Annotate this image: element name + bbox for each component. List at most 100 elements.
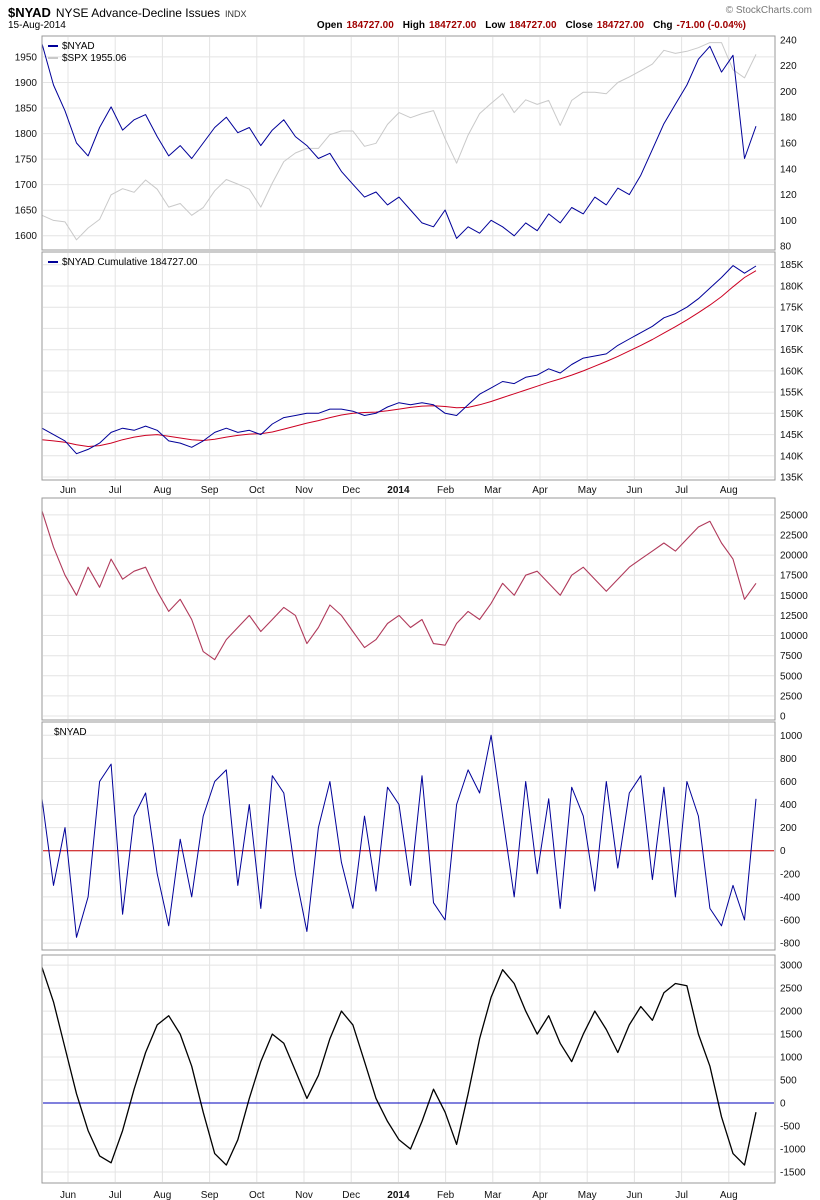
left-tick-label: 1850 [15, 104, 38, 115]
month-label: Jul [675, 485, 688, 496]
month-label: Feb [437, 1190, 455, 1200]
y-axis-labels: 2500022500200001750015000125001000075005… [780, 510, 808, 722]
left-tick-label: 1650 [15, 206, 38, 217]
left-tick-label: 1600 [15, 231, 38, 242]
right-tick-label: -1500 [780, 1168, 806, 1179]
month-label: 2014 [387, 485, 410, 496]
right-tick-label: 180 [780, 113, 797, 124]
right-tick-label: -500 [780, 1122, 800, 1133]
month-label: Apr [532, 1190, 548, 1200]
month-label: Mar [484, 1190, 502, 1200]
right-tick-label: -1000 [780, 1145, 806, 1156]
panel-momentum: 3000 2500 2000 1500 1000 500 0 -500 -1000 -1500 [41, 954, 806, 1184]
right-tick-label: 2500 [780, 984, 803, 995]
y-axis-labels: 1000 800 600 400 200 0 -200 -400 -600 -800 [780, 731, 803, 950]
panel-breadth: 2500022500200001750015000125001000075005… [41, 497, 808, 723]
x-axis-month-labels: Jun Jul Aug Sep Oct Nov Dec 2014 Feb Mar Apr May Jun… [60, 1190, 738, 1200]
right-tick-label: 1000 [780, 731, 803, 742]
right-tick-label: 2000 [780, 1007, 803, 1018]
legend-label: $NYAD [62, 41, 95, 52]
panel-border [41, 721, 776, 951]
right-tick-label: 150K [780, 409, 804, 420]
month-label: May [578, 1190, 597, 1200]
right-tick-label: -800 [780, 939, 800, 950]
right-tick-label: 15000 [780, 591, 808, 602]
month-label: Oct [249, 1190, 265, 1200]
right-tick-label: 180K [780, 282, 804, 293]
y-axis-labels: 240 220 200 180 160 140 120 100 80 1950 1900 1850 18… [15, 35, 797, 252]
month-label: Nov [295, 1190, 313, 1200]
month-label: Jul [109, 485, 122, 496]
month-label: 2014 [387, 1190, 410, 1200]
month-label: Feb [437, 485, 455, 496]
chart-header: $NYAD NYSE Advance-Decline Issues INDX © S… [8, 4, 812, 20]
quote-value: 184727.00 [428, 20, 477, 31]
right-tick-label: 1000 [780, 1053, 803, 1064]
month-label: Aug [720, 1190, 738, 1200]
symbol: $NYAD [8, 5, 51, 20]
quote-line: Open 184727.00 High 184727.00 Low 184727.00 Cl… [308, 20, 746, 31]
symbol-name: NYSE Advance-Decline Issues [55, 6, 220, 20]
right-tick-label: 3000 [780, 961, 803, 972]
right-tick-label: 145K [780, 430, 804, 441]
right-tick-label: 140K [780, 451, 804, 462]
left-tick-label: 1700 [15, 180, 38, 191]
right-tick-label: 160K [780, 366, 804, 377]
month-label: Apr [532, 485, 548, 496]
right-tick-label: 135K [780, 473, 804, 484]
right-tick-label: 1500 [780, 1030, 803, 1041]
right-tick-label: 170K [780, 324, 804, 335]
month-label: Jun [60, 1190, 76, 1200]
right-tick-label: 17500 [780, 571, 808, 582]
right-tick-label: 240 [780, 35, 797, 46]
panel-nyad-daily: 1000 800 600 400 200 0 -200 -400 -600 -800 $NYAD [41, 721, 803, 951]
right-tick-label: 25000 [780, 510, 808, 521]
month-label: Jun [626, 485, 642, 496]
right-tick-label: 5000 [780, 671, 803, 682]
month-label: Sep [201, 485, 219, 496]
x-axis-month-labels: Jun Jul Aug Sep Oct Nov Dec 2014 Feb Mar Apr May Jun… [60, 485, 738, 496]
left-tick-label: 1900 [15, 78, 38, 89]
left-tick-label: 1750 [15, 155, 38, 166]
exchange: INDX [224, 9, 247, 19]
right-tick-label: -400 [780, 892, 800, 903]
right-tick-label: 155K [780, 388, 804, 399]
month-label: Dec [342, 485, 360, 496]
month-label: Nov [295, 485, 313, 496]
right-tick-label: 20000 [780, 551, 808, 562]
right-tick-label: 500 [780, 1076, 797, 1087]
right-tick-label: 0 [780, 846, 786, 857]
right-tick-label: 160 [780, 139, 797, 150]
right-tick-label: 22500 [780, 531, 808, 542]
series-cumulative [41, 265, 757, 455]
right-tick-label: 140 [780, 164, 797, 175]
month-label: Jul [675, 1190, 688, 1200]
panel-border [41, 497, 776, 721]
panel-border [41, 251, 776, 481]
panel-nyad-spx-overlay: 240 220 200 180 160 140 120 100 80 1950 1900 1850 18… [15, 35, 797, 252]
quote-value: 184727.00 [509, 20, 557, 31]
month-label: Sep [201, 1190, 219, 1200]
right-tick-label: 165K [780, 345, 804, 356]
right-tick-label: 800 [780, 754, 797, 765]
month-label: Jul [109, 1190, 122, 1200]
right-tick-label: 200 [780, 87, 797, 98]
month-label: Aug [154, 1190, 172, 1200]
month-label: Aug [154, 485, 172, 496]
right-tick-label: 7500 [780, 651, 803, 662]
month-label: Jun [60, 485, 76, 496]
series--spx [41, 42, 757, 241]
right-tick-label: 2500 [780, 691, 803, 702]
month-label: Dec [342, 1190, 360, 1200]
panel-nyad-cumulative: 185K 180K 175K 170K 165K 160K 155K 150K 145K 140K… [41, 251, 804, 484]
month-label: May [578, 485, 597, 496]
right-tick-label: 200 [780, 823, 797, 834]
quote-value: -71.00 (-0.04%) [676, 20, 746, 31]
series--nyad [41, 43, 757, 239]
right-tick-label: 10000 [780, 631, 808, 642]
right-tick-label: 175K [780, 303, 804, 314]
month-label: Aug [720, 485, 738, 496]
right-tick-label: 0 [780, 1099, 786, 1110]
